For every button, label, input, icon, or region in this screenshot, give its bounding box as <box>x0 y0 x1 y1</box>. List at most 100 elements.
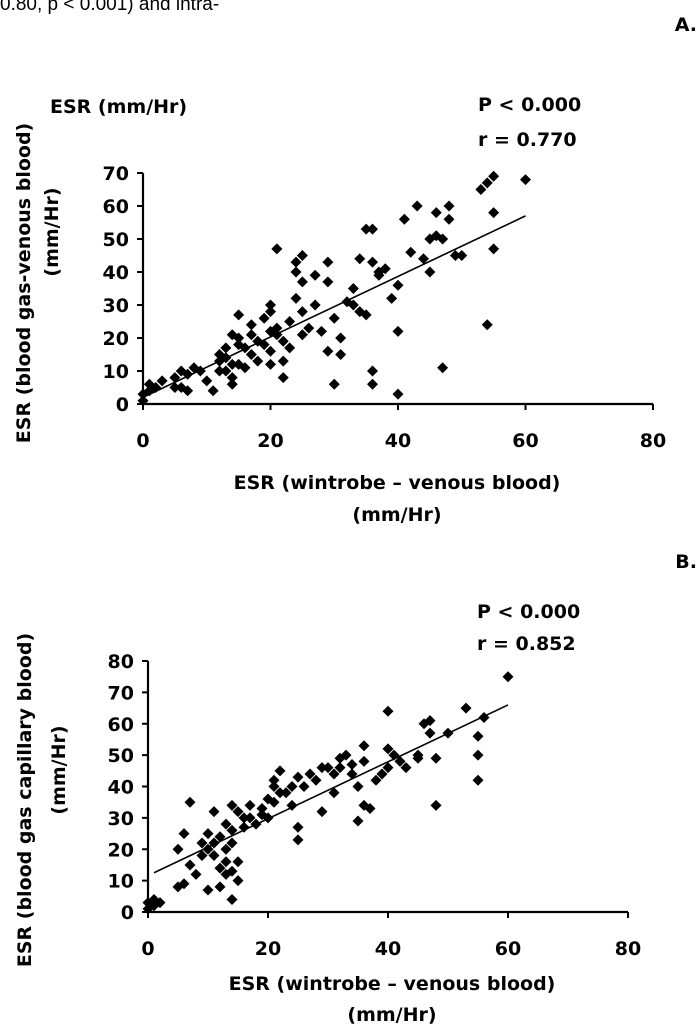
data-point-a <box>296 329 308 341</box>
x-tick-label-a: 40 <box>385 430 411 452</box>
data-point-a <box>411 200 423 212</box>
data-point-a <box>392 325 404 337</box>
data-point-b <box>286 781 298 792</box>
y-tick-label-a: 20 <box>103 328 129 350</box>
data-point-b <box>202 884 214 896</box>
data-point-a <box>284 316 296 327</box>
data-point-b <box>328 787 340 799</box>
data-point-b <box>322 762 334 774</box>
data-point-a <box>347 283 359 294</box>
data-point-a <box>233 332 245 344</box>
y-tick-label-a: 70 <box>103 163 129 185</box>
data-point-a <box>367 256 378 268</box>
data-point-a <box>379 263 391 275</box>
data-point-a <box>271 243 283 255</box>
data-point-a <box>182 385 194 397</box>
y-tick-label-b: 80 <box>108 651 134 673</box>
data-point-a <box>169 372 181 384</box>
data-point-b <box>292 771 304 783</box>
data-point-b <box>196 837 208 849</box>
data-point-a <box>354 253 366 265</box>
x-axis-label-b: ESR (wintrobe – venous blood) <box>229 973 556 995</box>
data-point-b <box>292 834 304 846</box>
x-tick-label-b: 80 <box>615 938 641 960</box>
data-point-a <box>481 177 493 189</box>
data-point-a <box>220 365 232 377</box>
data-point-a <box>303 322 315 334</box>
data-point-b <box>280 787 292 799</box>
data-point-b <box>358 740 370 752</box>
y-tick-label-b: 0 <box>121 902 134 924</box>
data-point-b <box>244 812 256 824</box>
data-point-a <box>322 345 334 357</box>
data-point-a <box>239 362 251 374</box>
data-point-a <box>456 250 468 261</box>
data-point-b <box>208 850 220 862</box>
data-point-a <box>360 309 372 321</box>
data-point-a <box>201 375 213 387</box>
data-point-b <box>370 774 382 786</box>
data-point-a <box>265 358 276 370</box>
data-point-b <box>238 812 250 824</box>
data-point-a <box>443 200 455 212</box>
data-point-a <box>424 266 436 278</box>
data-point-b <box>184 796 196 808</box>
data-point-a <box>328 378 340 390</box>
data-point-b <box>286 799 298 811</box>
data-point-a <box>488 207 500 219</box>
data-point-a <box>271 322 283 334</box>
data-point-b <box>232 856 244 868</box>
data-point-b <box>154 897 166 909</box>
data-point-a <box>488 170 500 182</box>
data-point-b <box>232 875 244 887</box>
data-point-a <box>520 174 531 186</box>
y-axis-label-a: ESR (blood gas-venous blood) <box>13 123 35 443</box>
data-point-a <box>258 312 270 324</box>
data-point-a <box>239 342 251 354</box>
y-axis-unit-a: (mm/Hr) <box>41 187 63 276</box>
data-point-b <box>178 828 190 840</box>
data-point-a <box>233 309 245 321</box>
data-point-b <box>304 768 316 780</box>
data-point-b <box>268 796 280 808</box>
data-point-b <box>268 781 280 792</box>
data-point-b <box>226 893 238 905</box>
data-point-b <box>256 802 268 814</box>
data-point-b <box>472 730 484 742</box>
data-point-a <box>309 269 321 281</box>
data-point-b <box>298 781 310 792</box>
data-point-b <box>184 859 196 871</box>
data-point-a <box>296 306 308 318</box>
data-point-a <box>335 332 347 344</box>
data-point-a <box>182 368 194 380</box>
x-tick-label-a: 0 <box>136 430 149 452</box>
data-point-a <box>360 223 372 235</box>
data-point-a <box>194 365 206 377</box>
data-point-b <box>376 768 388 780</box>
data-point-a <box>335 349 347 360</box>
data-point-b <box>382 743 394 755</box>
data-point-b <box>220 843 232 855</box>
data-point-b <box>220 818 232 830</box>
data-point-a <box>418 253 429 265</box>
data-point-a <box>169 382 181 393</box>
data-point-a <box>309 299 321 311</box>
data-point-a <box>137 395 149 407</box>
y-tick-label-b: 70 <box>108 682 134 704</box>
x-tick-label-a: 20 <box>257 430 283 452</box>
data-point-a <box>367 223 378 235</box>
data-point-a <box>405 246 417 258</box>
y-tick-label-a: 60 <box>103 196 129 218</box>
data-point-a <box>449 250 461 261</box>
data-point-b <box>502 671 514 683</box>
data-point-a <box>290 292 302 304</box>
y-tick-label-a: 30 <box>103 295 129 317</box>
data-point-a <box>437 362 449 374</box>
data-point-a <box>271 329 283 341</box>
data-point-a <box>265 306 276 318</box>
data-point-b <box>250 818 262 830</box>
data-point-a <box>296 276 308 288</box>
data-point-b <box>178 878 190 890</box>
y-tick-label-b: 10 <box>108 871 134 893</box>
data-point-b <box>316 806 328 818</box>
